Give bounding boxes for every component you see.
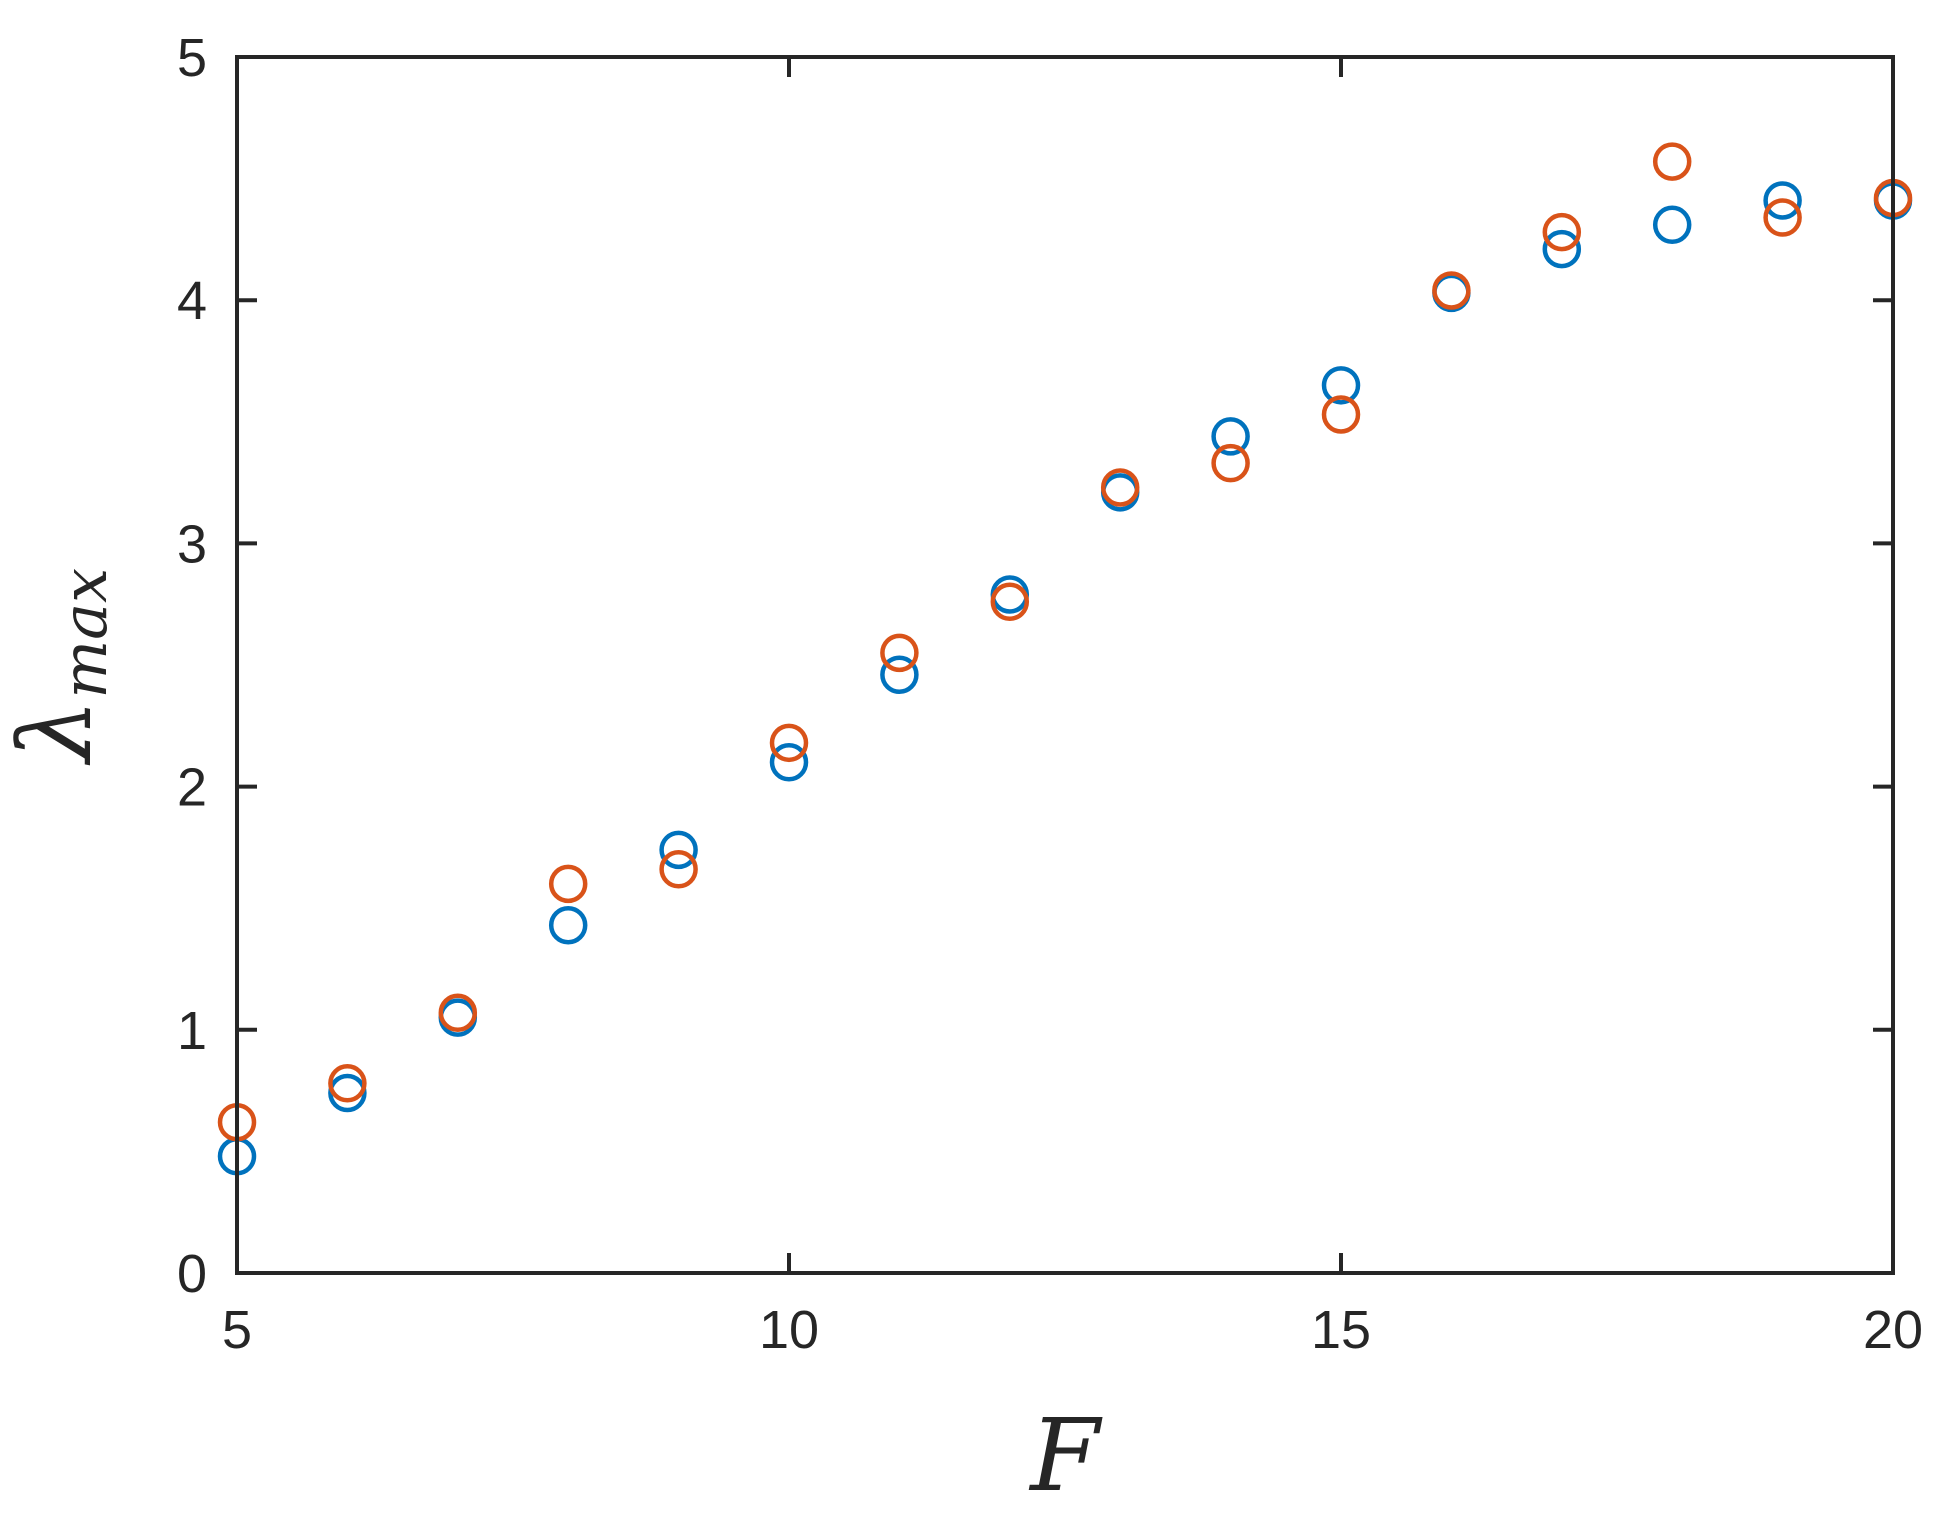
y-axis-label: λmax	[0, 568, 121, 766]
y-tick-label: 1	[177, 1001, 207, 1061]
data-point-series-1	[1211, 417, 1250, 456]
data-point-series-2	[659, 850, 698, 889]
x-tick-label: 15	[1311, 1300, 1371, 1360]
data-point-series-2	[328, 1064, 367, 1103]
y-tick-label: 0	[177, 1244, 207, 1304]
data-point-series-1	[1652, 205, 1692, 245]
x-tick-label: 5	[222, 1300, 252, 1360]
data-point-series-1	[1542, 229, 1582, 269]
y-tick-label: 5	[177, 28, 207, 88]
plot-frame	[235, 55, 1895, 1275]
data-point-series-2	[769, 723, 809, 763]
data-point-series-1	[328, 1073, 367, 1113]
y-axis-label-main: λ	[0, 699, 114, 766]
data-point-series-2	[438, 993, 478, 1033]
data-point-series-2	[1652, 142, 1692, 181]
y-tick-label: 3	[177, 514, 207, 574]
data-point-series-1	[1763, 181, 1802, 220]
y-tick-label: 2	[177, 758, 207, 818]
x-axis-label: F	[1028, 1397, 1103, 1513]
x-tick-label: 20	[1863, 1300, 1923, 1360]
data-point-series-2	[990, 582, 1030, 622]
data-point-series-2	[1542, 212, 1582, 252]
data-point-series-2	[1763, 198, 1802, 237]
y-tick-label: 4	[177, 271, 207, 331]
data-point-series-1	[1321, 366, 1361, 405]
data-point-series-2	[880, 633, 919, 673]
x-tick-label: 10	[759, 1300, 819, 1360]
data-point-series-1	[769, 743, 809, 782]
data-point-series-1	[548, 905, 588, 945]
data-point-series-2	[1211, 443, 1250, 483]
tick-labels: 5 10 15 20 0 1 2 3 4 5	[177, 28, 1923, 1360]
data-point-series-1	[880, 655, 919, 694]
data-point-series-2	[1100, 468, 1140, 507]
data-points	[217, 142, 1913, 1176]
data-point-series-2	[1432, 271, 1471, 310]
data-point-series-1	[659, 830, 698, 870]
axis-ticks	[235, 55, 1895, 1275]
data-point-series-2	[548, 864, 588, 904]
y-axis-label-subscript: max	[48, 568, 121, 699]
data-point-series-2	[1321, 395, 1361, 434]
